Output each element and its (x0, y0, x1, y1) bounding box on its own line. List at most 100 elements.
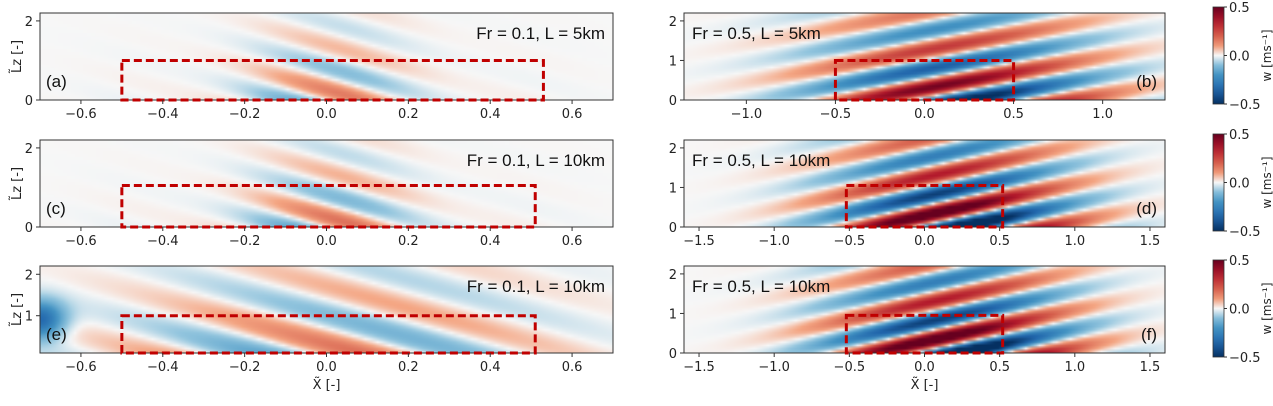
x-tick-label: −0.6 (65, 107, 97, 122)
colorbar-tick-label: −0.5 (1229, 98, 1261, 113)
x-tick-label: −1.5 (683, 234, 715, 249)
heatmap-e (40, 266, 613, 353)
y-tick-label: 2 (669, 268, 677, 283)
colorbar-gradient (1212, 259, 1225, 358)
x-tick-label: −0.2 (229, 234, 261, 249)
region-box (120, 183, 537, 229)
x-tick-label: −0.6 (65, 234, 97, 249)
y-tick-label: 0 (669, 221, 677, 236)
y-tick-label: 2 (669, 142, 677, 157)
x-tick-label: 0.6 (562, 360, 583, 375)
x-tick-label: −1.0 (731, 107, 763, 122)
panel-label: (a) (46, 72, 67, 91)
x-tick-label: 1.0 (1064, 360, 1085, 375)
x-tick-label: −0.5 (834, 360, 866, 375)
y-tick-label: 0 (669, 347, 677, 362)
x-tick-label: 0.4 (480, 234, 501, 249)
x-tick-label: 0.0 (316, 360, 337, 375)
x-tick-label: 1.5 (1140, 360, 1161, 375)
panel-b: −1.0 −0.5 0.0 0.5 1.0 0 1 2 Fr = 0.5, L = 5km (b) (669, 12, 1166, 122)
panel-annotation: Fr = 0.5, L = 10km (692, 277, 830, 296)
colorbar-label: w [ms⁻¹] (1260, 156, 1273, 208)
panel-f: −1.5 −1.0 −0.5 0.0 0.5 1.0 1.5 0 1 2 X̃ [-] Fr = 0.… (669, 265, 1166, 393)
x-tick-label: −1.0 (758, 234, 790, 249)
x-tick-label: 0.2 (398, 360, 419, 375)
y-tick-label: 1 (669, 54, 677, 69)
colorbar: 0.5 0.0 −0.5 w [ms⁻¹] (1212, 254, 1273, 366)
x-tick-label: 0.0 (914, 107, 935, 122)
x-tick-label: 0.0 (914, 360, 935, 375)
colorbar-tick-label: 0.0 (1229, 50, 1250, 65)
x-tick-label: 0.2 (398, 234, 419, 249)
x-tick-label: 1.0 (1092, 107, 1113, 122)
y-axis-label: L̃z [-] (10, 167, 25, 201)
y-tick-label: 2 (25, 15, 33, 30)
x-tick-label: 0.2 (398, 107, 419, 122)
colorbar-gradient (1212, 6, 1225, 105)
region-box (844, 313, 1005, 355)
colorbar-tick-label: 0.5 (1229, 128, 1250, 143)
panel-c: −0.6 −0.4 −0.2 0.0 0.2 0.4 0.6 0 2L̃z [-] Fr = 0.… (10, 139, 614, 249)
x-tick-label: 1.0 (1064, 234, 1085, 249)
y-tick-label: 1 (669, 307, 677, 322)
x-tick-label: 0.6 (562, 234, 583, 249)
x-tick-label: 0.5 (989, 360, 1010, 375)
x-tick-label: 0.5 (1003, 107, 1024, 122)
x-tick-label: −0.5 (834, 234, 866, 249)
x-tick-label: 0.6 (562, 107, 583, 122)
y-tick-label: 2 (669, 15, 677, 30)
panel-a: −0.6 −0.4 −0.2 0.0 0.2 0.4 0.6 0 2L̃z [-] Fr = 0.… (10, 12, 614, 122)
colorbar-gradient (1212, 133, 1225, 232)
y-axis-label: L̃z [-] (10, 40, 25, 74)
colorbar-tick-label: −0.5 (1229, 351, 1261, 366)
panel-annotation: Fr = 0.5, L = 10km (692, 151, 830, 170)
colorbar-tick-label: 0.0 (1229, 303, 1250, 318)
x-axis-label: X̃ [-] (911, 378, 939, 393)
x-tick-label: −0.5 (820, 107, 852, 122)
colorbar-label: w [ms⁻¹] (1260, 29, 1273, 81)
x-tick-label: 0.5 (989, 234, 1010, 249)
x-tick-label: 0.0 (914, 234, 935, 249)
colorbar: 0.5 0.0 −0.5 w [ms⁻¹] (1212, 128, 1273, 240)
heatmap-f (684, 266, 1165, 353)
x-axis-label: X̃ [-] (313, 378, 341, 393)
x-tick-label: −1.5 (683, 360, 715, 375)
x-tick-label: 0.4 (480, 360, 501, 375)
heatmap-d (684, 140, 1165, 227)
panel-annotation: Fr = 0.1, L = 5km (476, 24, 605, 43)
x-tick-label: −0.6 (65, 360, 97, 375)
y-tick-label: 2 (25, 142, 33, 157)
region-box (120, 314, 537, 355)
panel-label: (b) (1136, 72, 1157, 91)
heatmap-a (40, 13, 613, 100)
panel-e: −0.6 −0.4 −0.2 0.0 0.2 0.4 0.6 1 2L̃z [-] X̃ [-] F… (10, 265, 614, 393)
x-tick-label: −0.2 (229, 360, 261, 375)
x-tick-label: 0.4 (480, 107, 501, 122)
y-tick-label: 0 (25, 221, 33, 236)
x-tick-label: 1.5 (1140, 234, 1161, 249)
panel-label: (d) (1136, 199, 1157, 218)
colorbar: 0.5 0.0 −0.5 w [ms⁻¹] (1212, 1, 1273, 113)
x-tick-label: −0.4 (147, 107, 179, 122)
panel-label: (e) (46, 325, 67, 344)
colorbar-tick-label: −0.5 (1229, 225, 1261, 240)
panel-label: (f) (1141, 325, 1157, 344)
y-tick-label: 0 (25, 94, 33, 109)
colorbar-tick-label: 0.5 (1229, 1, 1250, 16)
y-tick-label: 2 (25, 268, 33, 283)
panel-annotation: Fr = 0.5, L = 5km (692, 24, 821, 43)
x-tick-label: −0.4 (147, 234, 179, 249)
panel-annotation: Fr = 0.1, L = 10km (467, 151, 605, 170)
heatmap-b (684, 13, 1165, 100)
y-tick-label: 1 (25, 310, 33, 325)
panel-label: (c) (46, 199, 66, 218)
colorbar-tick-label: 0.5 (1229, 254, 1250, 269)
colorbar-label: w [ms⁻¹] (1260, 282, 1273, 334)
x-tick-label: −0.4 (147, 360, 179, 375)
panel-d: −1.5 −1.0 −0.5 0.0 0.5 1.0 1.5 0 1 2 Fr = 0.5, L =… (669, 139, 1166, 249)
heatmap-c (40, 140, 613, 227)
region-box (120, 58, 545, 102)
y-tick-label: 0 (669, 94, 677, 109)
panel-annotation: Fr = 0.1, L = 10km (467, 277, 605, 296)
